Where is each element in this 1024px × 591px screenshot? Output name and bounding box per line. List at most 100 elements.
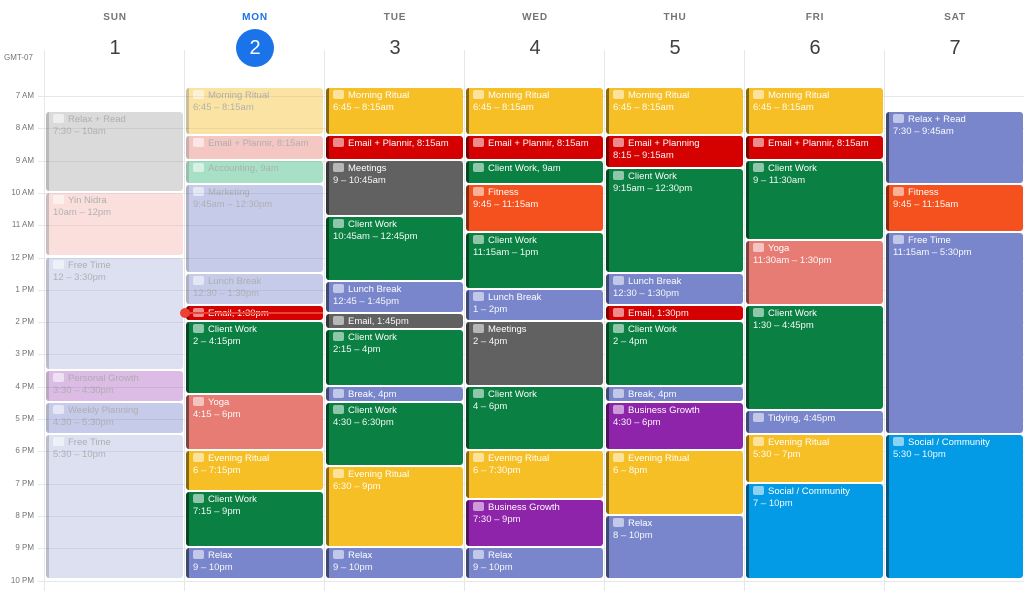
event-time: 6 – 7:15pm xyxy=(193,465,241,477)
event-title: Relax + Read xyxy=(893,114,1020,126)
calendar-event[interactable]: Evening Ritual 5:30 – 7pm xyxy=(746,435,883,482)
day-number[interactable]: 6 xyxy=(809,37,821,59)
event-title: Morning Ritual xyxy=(473,89,600,102)
calendar-event[interactable]: Marketing 9:45am – 12:30pm xyxy=(186,184,323,272)
calendar-event[interactable]: Evening Ritual 6 – 8pm xyxy=(606,451,743,514)
calendar-event[interactable]: Free Time 12 – 3:30pm xyxy=(46,257,183,369)
calendar-event[interactable]: Email, 1:45pm xyxy=(326,314,463,329)
event-title-text: Morning Ritual xyxy=(628,89,690,101)
calendar-event[interactable]: Yin Nidra 10am – 12pm xyxy=(46,192,183,256)
day-name: SAT xyxy=(944,12,966,23)
calendar-event[interactable]: Break, 4pm xyxy=(606,386,743,401)
calendar-event[interactable]: Personal Growth 3:30 – 4:30pm xyxy=(46,370,183,401)
event-title: Business Growth xyxy=(473,501,600,514)
calendar-event[interactable]: Client Work 4 – 6pm xyxy=(466,386,603,450)
calendar-event[interactable]: Client Work 10:45am – 12:45pm xyxy=(326,217,463,280)
sparkle-icon xyxy=(613,453,624,463)
event-title-text: Client Work xyxy=(208,324,257,336)
calendar-event[interactable]: Client Work 11:15am – 1pm xyxy=(466,233,603,288)
calendar-event[interactable]: Fitness 9:45 – 11:15am xyxy=(886,184,1023,232)
calendar-event[interactable]: Meetings 9 – 10:45am xyxy=(326,160,463,216)
calendar-event[interactable]: Meetings 2 – 4pm xyxy=(466,322,603,385)
calendar-event[interactable]: Fitness 9:45 – 11:15am xyxy=(466,184,603,232)
calendar-event[interactable]: Business Growth 4:30 – 6pm xyxy=(606,402,743,450)
calendar-event[interactable]: Business Growth 7:30 – 9pm xyxy=(466,499,603,547)
day-header-thu[interactable]: THU 5 xyxy=(605,0,745,66)
event-title-text: Meetings xyxy=(348,162,387,174)
day-header-tue[interactable]: TUE 3 xyxy=(325,0,465,66)
day-header-wed[interactable]: WED 4 xyxy=(465,0,605,66)
event-title-text: Break, xyxy=(628,388,656,400)
hour-gridline xyxy=(38,580,1024,582)
calendar-event[interactable]: Client Work 2 – 4:15pm xyxy=(186,322,323,393)
calendar-event[interactable]: Lunch Break 12:30 – 1:30pm xyxy=(186,273,323,304)
calendar-event[interactable]: Free Time 11:15am – 5:30pm xyxy=(886,233,1023,434)
event-title: Relax + Read xyxy=(53,114,180,126)
calendar-event[interactable]: Social / Community 5:30 – 10pm xyxy=(886,435,1023,579)
calendar-event[interactable]: Yoga 4:15 – 6pm xyxy=(186,394,323,450)
calendar-event[interactable]: Morning Ritual 6:45 – 8:15am xyxy=(326,87,463,135)
meditation-icon xyxy=(193,550,204,560)
event-time: 4pm xyxy=(655,388,677,400)
calendar-event[interactable]: Morning Ritual 6:45 – 8:15am xyxy=(466,87,603,135)
calendar-event[interactable]: Client Work, 9am xyxy=(466,160,603,183)
event-time: 11:15am – 1pm xyxy=(473,247,539,259)
calendar-event[interactable]: Client Work 9:15am – 12:30pm xyxy=(606,168,743,272)
calendar-event[interactable]: Lunch Break 12:45 – 1:45pm xyxy=(326,281,463,313)
calendar-event[interactable]: Relax + Read 7:30 – 10am xyxy=(46,112,183,191)
calendar-event[interactable]: Client Work 9 – 11:30am xyxy=(746,160,883,240)
calendar-event[interactable]: Email + Plannir, 8:15am xyxy=(466,136,603,159)
calendar-event[interactable]: Relax 9 – 10pm xyxy=(466,548,603,579)
calendar-event[interactable]: Morning Ritual 6:45 – 8:15am xyxy=(746,87,883,135)
calendar-event[interactable]: Accounting, 9am xyxy=(186,160,323,183)
calendar-event[interactable]: Free Time 5:30 – 10pm xyxy=(46,435,183,579)
day-number[interactable]: 2 xyxy=(236,29,274,67)
calendar-event[interactable]: Email + Planning 8:15 – 9:15am xyxy=(606,136,743,167)
calendar-event[interactable]: Lunch Break 12:30 – 1:30pm xyxy=(606,273,743,304)
day-header-sun[interactable]: SUN 1 xyxy=(45,0,185,66)
person-icon xyxy=(193,324,204,334)
day-number[interactable]: 1 xyxy=(109,37,121,59)
day-name: THU xyxy=(663,12,687,23)
event-title-text: Morning Ritual xyxy=(768,89,830,101)
day-header-sat[interactable]: SAT 7 xyxy=(885,0,1024,66)
email-icon xyxy=(193,138,204,148)
day-number[interactable]: 3 xyxy=(389,37,401,59)
calendar-event[interactable]: Social / Community 7 – 10pm xyxy=(746,483,883,579)
day-number[interactable]: 7 xyxy=(949,37,961,59)
calendar-event[interactable]: Weekly Planning 4:30 – 5:30pm xyxy=(46,402,183,434)
event-title: Free Time xyxy=(893,235,1020,247)
calendar-event[interactable]: Tidying, 4:45pm xyxy=(746,410,883,434)
calendar-event[interactable]: Client Work 2:15 – 4pm xyxy=(326,330,463,385)
event-title-text: Free Time xyxy=(68,259,111,271)
calendar-event[interactable]: Morning Ritual 6:45 – 8:15am xyxy=(606,87,743,135)
day-header-mon[interactable]: MON 2 xyxy=(185,0,325,67)
calendar-event[interactable]: Lunch Break 1 – 2pm xyxy=(466,289,603,321)
calendar-event[interactable]: Yoga 11:30am – 1:30pm xyxy=(746,241,883,304)
day-header-fri[interactable]: FRI 6 xyxy=(745,0,885,66)
calendar-event[interactable]: Client Work 1:30 – 4:45pm xyxy=(746,305,883,409)
calendar-event[interactable]: Client Work 7:15 – 9pm xyxy=(186,491,323,547)
calendar-event[interactable]: Relax 9 – 10pm xyxy=(326,548,463,579)
day-number[interactable]: 5 xyxy=(669,37,681,59)
day-number[interactable]: 4 xyxy=(529,37,541,59)
event-time: 6:45 – 8:15am xyxy=(473,101,534,113)
calendar-event[interactable]: Relax 9 – 10pm xyxy=(186,548,323,579)
person-icon xyxy=(473,388,484,398)
event-title: Email + Plannir, xyxy=(473,138,554,149)
calendar-event[interactable]: Email, 1:30pm xyxy=(606,305,743,321)
calendar-event[interactable]: Client Work 2 – 4pm xyxy=(606,322,743,385)
calendar-event[interactable]: Evening Ritual 6 – 7:15pm xyxy=(186,451,323,490)
calendar-event[interactable]: Evening Ritual 6 – 7:30pm xyxy=(466,451,603,498)
calendar-event[interactable]: Email + Plannir, 8:15am xyxy=(186,136,323,159)
calendar-event[interactable]: Client Work 4:30 – 6:30pm xyxy=(326,402,463,466)
calendar-event[interactable]: Email + Plannir, 8:15am xyxy=(326,136,463,159)
calendar-event[interactable]: Break, 4pm xyxy=(326,386,463,401)
event-title: Weekly Planning xyxy=(53,404,180,417)
calendar-event[interactable]: Relax + Read 7:30 – 9:45am xyxy=(886,112,1023,183)
calendar-event[interactable]: Morning Ritual 6:45 – 8:15am xyxy=(186,87,323,135)
calendar-event[interactable]: Email + Plannir, 8:15am xyxy=(746,136,883,159)
calendar-event[interactable]: Relax 8 – 10pm xyxy=(606,515,743,579)
calendar-event[interactable]: Evening Ritual 6:30 – 9pm xyxy=(326,467,463,547)
event-time: 4:30 – 6pm xyxy=(613,416,661,428)
